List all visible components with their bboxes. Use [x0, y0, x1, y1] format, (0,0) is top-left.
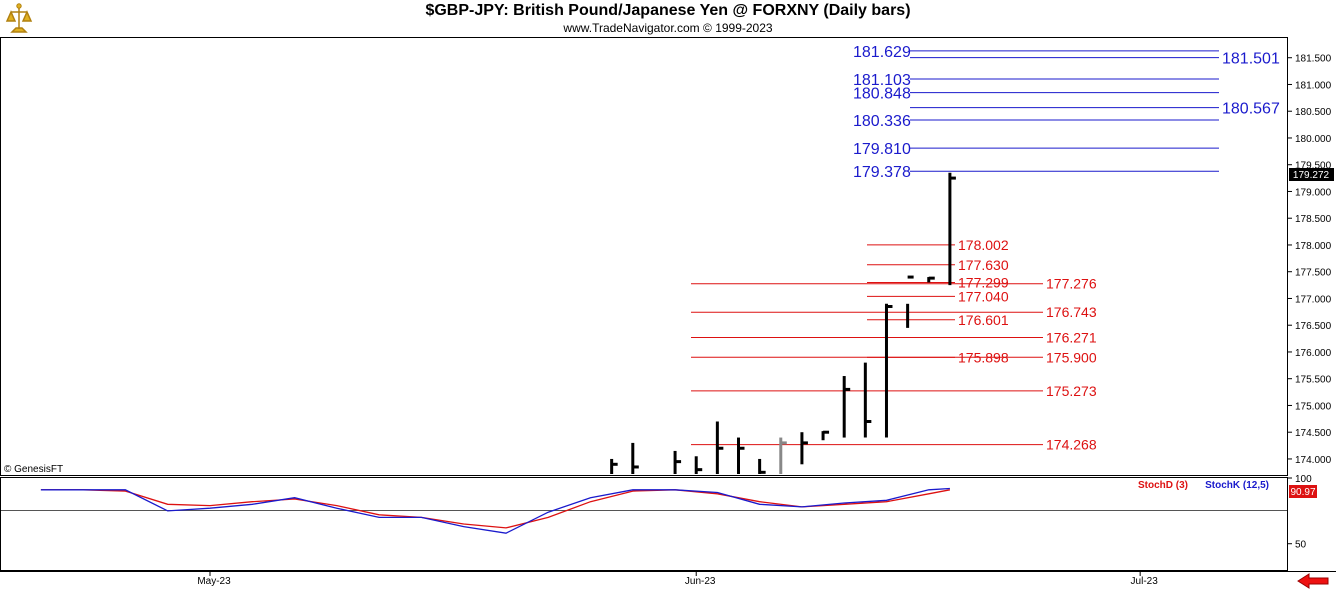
price-tick-label: 178.500 — [1295, 214, 1332, 225]
price-bar — [737, 437, 745, 474]
price-tick-label: 181.000 — [1295, 80, 1332, 91]
price-bar — [863, 362, 872, 438]
price-tick-label: 175.500 — [1295, 375, 1332, 386]
red-level-label: 175.900 — [1046, 349, 1097, 365]
blue-level-label: 179.810 — [853, 141, 911, 158]
price-bar — [673, 450, 682, 474]
blue-level-label: 180.336 — [853, 113, 911, 130]
price-bar — [758, 458, 766, 474]
price-bar — [821, 430, 830, 441]
legend-stochd: StochD (3) — [1138, 480, 1188, 491]
trade-navigator-logo-icon — [2, 2, 36, 36]
blue-level-label: 179.378 — [853, 164, 911, 181]
stochastic-panel[interactable] — [0, 477, 1288, 571]
price-tick-label: 181.500 — [1295, 54, 1332, 65]
price-bar — [610, 458, 618, 474]
last-stoch-marker: 90.97 — [1289, 485, 1317, 498]
red-level-label: 176.743 — [1046, 304, 1097, 320]
genesis-watermark: © GenesisFT — [4, 464, 63, 475]
blue-level-label: 180.848 — [853, 86, 911, 103]
price-tick-label: 177.000 — [1295, 294, 1332, 305]
price-bar — [948, 172, 956, 286]
price-bar — [842, 376, 851, 438]
price-panel[interactable] — [0, 37, 1288, 476]
price-bar — [779, 437, 787, 474]
stoch-tick-label: 100 — [1295, 474, 1312, 485]
time-tick-label: Jun-23 — [685, 576, 716, 587]
blue-level-label: 180.567 — [1222, 101, 1280, 118]
chart-title: $GBP-JPY: British Pound/Japanese Yen @ F… — [425, 2, 911, 19]
legend-stochk: StochK (12,5) — [1205, 480, 1269, 491]
red-level-label: 174.268 — [1046, 437, 1097, 453]
chart-header: $GBP-JPY: British Pound/Japanese Yen @ F… — [0, 0, 1336, 37]
price-tick-label: 175.000 — [1295, 401, 1332, 412]
time-tick-label: May-23 — [197, 576, 231, 587]
stoch-tick-label: 50 — [1295, 540, 1307, 551]
red-level-label: 177.276 — [1046, 276, 1097, 292]
red-level-label: 178.002 — [958, 237, 1009, 253]
red-level-label: 176.601 — [958, 312, 1009, 328]
price-tick-label: 178.000 — [1295, 241, 1332, 252]
price-tick-label: 176.000 — [1295, 348, 1332, 359]
chart-subtitle: www.TradeNavigator.com © 1999-2023 — [563, 21, 773, 35]
price-bars — [610, 172, 956, 474]
blue-level-label: 181.103 — [853, 72, 911, 89]
stochastic-axis: 100 50 — [1287, 474, 1312, 551]
red-level-label: 175.273 — [1046, 383, 1097, 399]
blue-level-label: 181.629 — [853, 44, 911, 61]
price-bar — [715, 421, 724, 474]
price-tick-label: 179.500 — [1295, 161, 1332, 172]
price-bar — [694, 456, 703, 474]
blue-level-label: 181.501 — [1222, 51, 1280, 68]
red-level-label: 177.299 — [958, 274, 1009, 290]
last-stoch-label: 90.97 — [1290, 487, 1315, 498]
price-tick-label: 180.000 — [1295, 134, 1332, 145]
red-level-label: 177.040 — [958, 288, 1009, 304]
price-tick-label: 174.000 — [1295, 455, 1332, 466]
price-tick-label: 179.000 — [1295, 187, 1332, 198]
price-bar — [884, 303, 893, 438]
last-price-marker: 179.272 — [1289, 168, 1334, 181]
scroll-left-arrow-icon[interactable] — [1296, 572, 1330, 590]
time-axis: May-23 Jun-23 Jul-23 — [197, 571, 1158, 587]
price-bar — [800, 432, 808, 465]
stoch-series-line — [40, 487, 950, 534]
last-price-label: 179.272 — [1293, 170, 1330, 181]
price-tick-label: 174.500 — [1295, 428, 1332, 439]
price-tick-label: 180.500 — [1295, 107, 1332, 118]
price-tick-label: 177.500 — [1295, 268, 1332, 279]
price-bar — [906, 275, 914, 328]
red-level-label: 177.630 — [958, 257, 1009, 273]
price-bar — [631, 442, 639, 474]
price-axis[interactable]: 181.500 181.000 180.500 180.000 179.500 179.0… — [1287, 54, 1332, 466]
red-level-label: 176.271 — [1046, 329, 1097, 345]
price-bar — [927, 276, 935, 283]
stochastic-lines — [40, 487, 951, 534]
time-tick-label: Jul-23 — [1131, 576, 1159, 587]
price-tick-label: 176.500 — [1295, 321, 1332, 332]
